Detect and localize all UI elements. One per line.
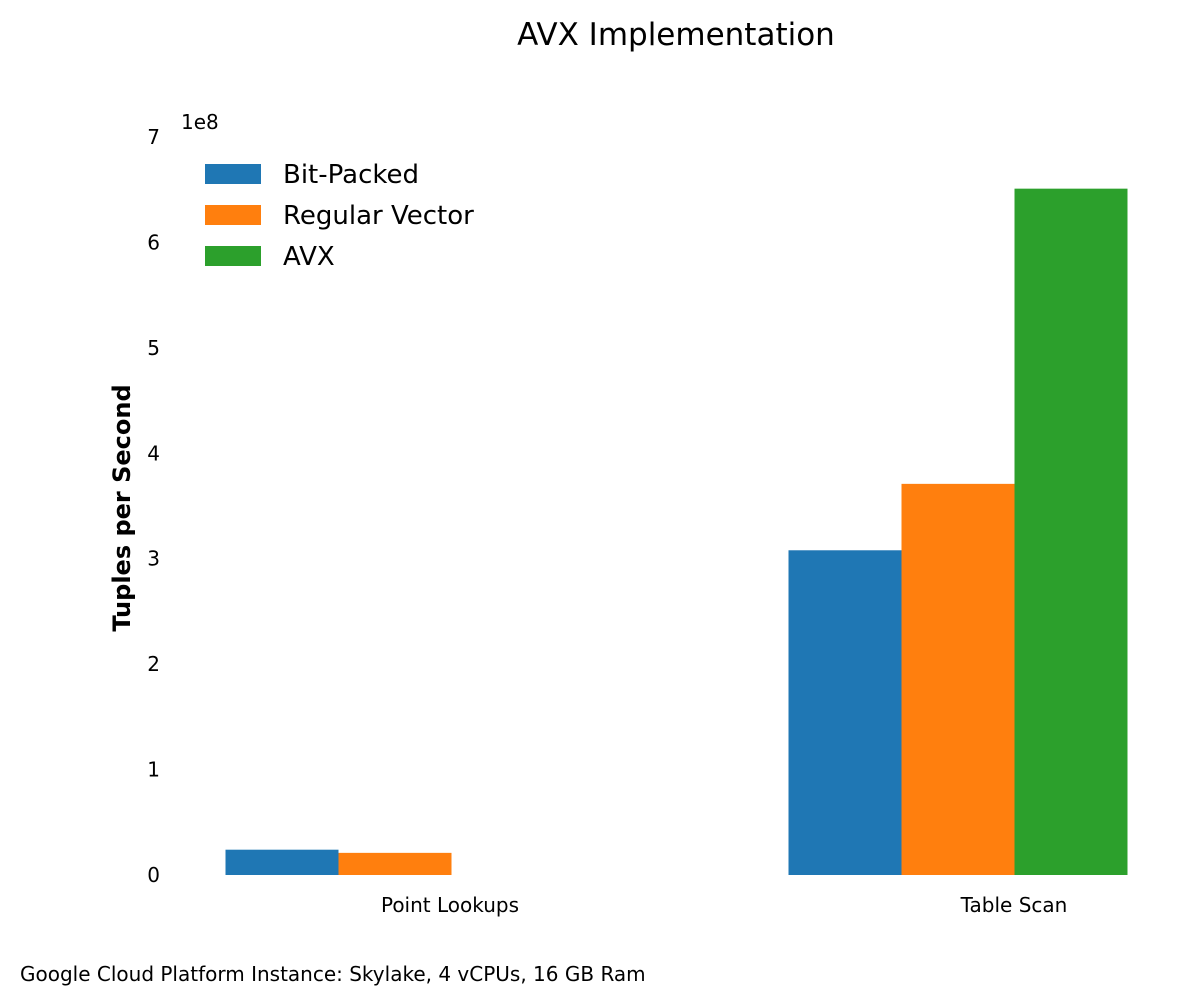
bars [225,188,1128,875]
y-axis-label: Tuples per Second [108,384,136,631]
y-tick-label: 7 [147,125,160,149]
legend-label: Bit-Packed [283,160,419,190]
legend-swatch [205,246,261,266]
legend-label: Regular Vector [283,201,474,231]
chart-title: AVX Implementation [517,17,835,53]
y-axis-multiplier: 1e8 [181,110,219,134]
bar-regular-vector-table-scan [901,483,1015,875]
x-tick-label: Point Lookups [381,893,519,917]
y-tick-label: 3 [147,547,160,571]
legend-swatch [205,205,261,225]
y-axis-ticks: 0 1 2 3 4 5 6 7 [147,125,160,887]
x-tick-label: Table Scan [960,893,1068,917]
bar-bit-packed-table-scan [788,550,902,875]
legend-swatch [205,164,261,184]
x-axis-ticks: Point Lookups Table Scan [381,893,1067,917]
y-tick-label: 5 [147,336,160,360]
legend-label: AVX [283,242,335,272]
bar-avx-table-scan [1014,188,1128,875]
y-tick-label: 0 [147,863,160,887]
bar-regular-vector-point-lookups [338,852,452,875]
footer-note: Google Cloud Platform Instance: Skylake,… [20,962,646,986]
y-tick-label: 2 [147,652,160,676]
y-tick-label: 4 [147,441,160,465]
legend: Bit-Packed Regular Vector AVX [205,160,474,272]
y-tick-label: 1 [147,758,160,782]
y-tick-label: 6 [147,230,160,254]
bar-bit-packed-point-lookups [225,849,339,875]
